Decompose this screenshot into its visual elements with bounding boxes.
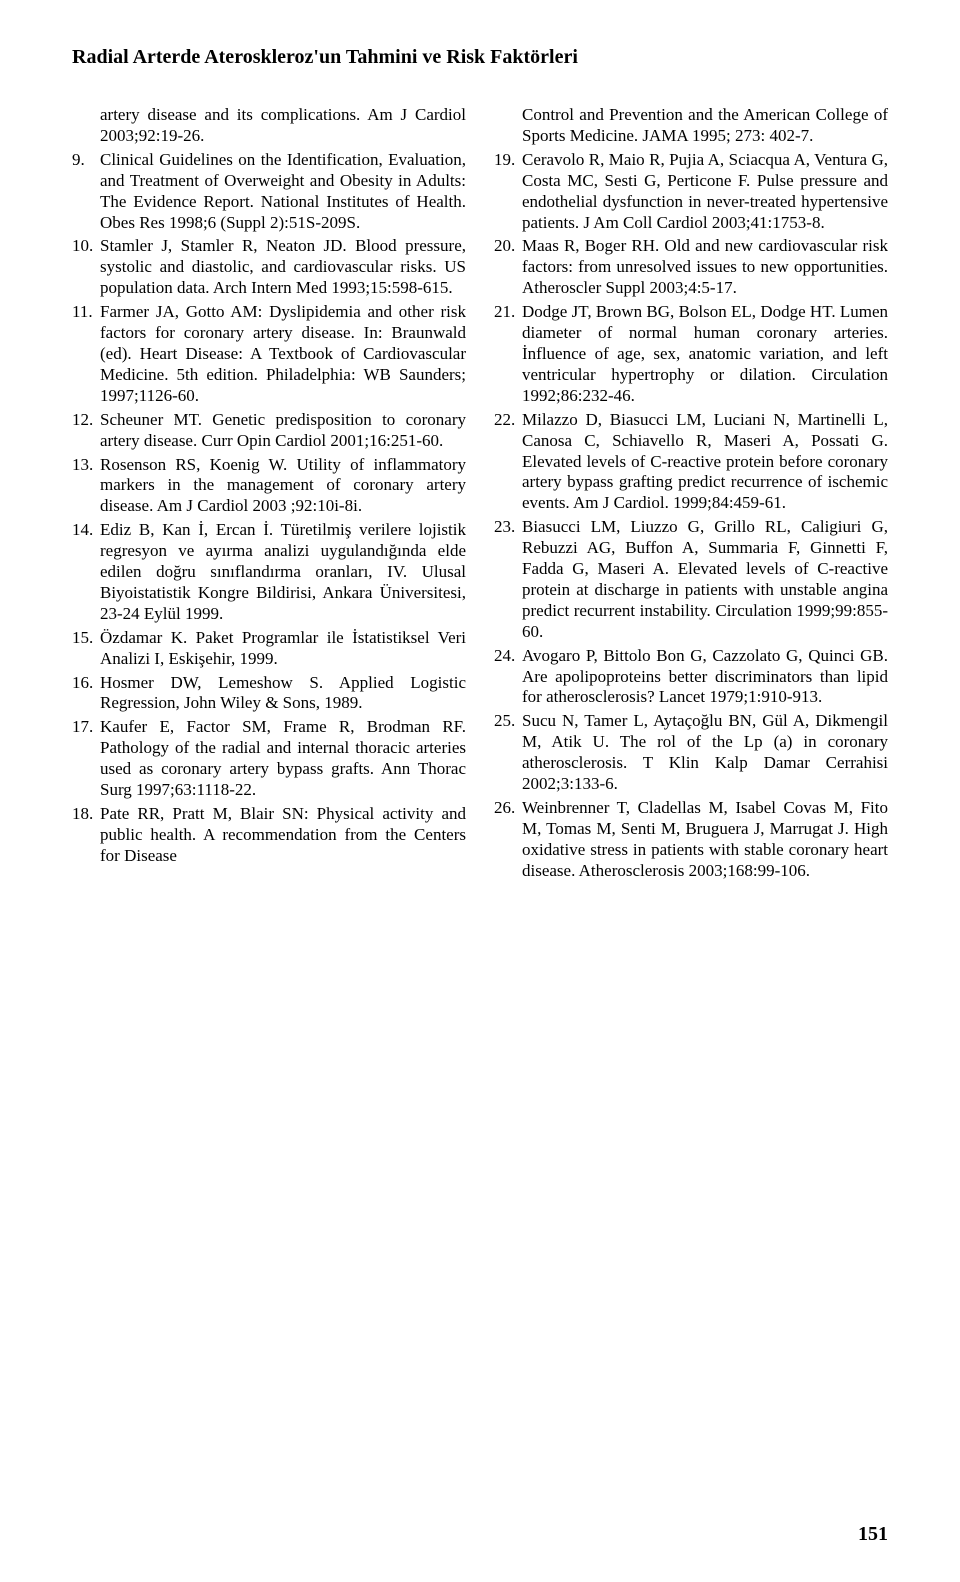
page-number: 151 <box>858 1523 888 1546</box>
ref-number: 24. <box>494 646 522 709</box>
page-title: Radial Arterde Ateroskleroz'un Tahmini v… <box>72 46 888 69</box>
ref-text: Stamler J, Stamler R, Neaton JD. Blood p… <box>100 236 466 299</box>
ref-text: Clinical Guidelines on the Identificatio… <box>100 150 466 234</box>
ref-text: Maas R, Boger RH. Old and new cardiovasc… <box>522 236 888 299</box>
ref-number: 16. <box>72 673 100 715</box>
ref-number: 14. <box>72 520 100 625</box>
ref-24: 24. Avogaro P, Bittolo Bon G, Cazzolato … <box>494 646 888 709</box>
ref-number: 13. <box>72 455 100 518</box>
ref-number: 19. <box>494 150 522 234</box>
ref-number: 12. <box>72 410 100 452</box>
ref-number: 17. <box>72 717 100 801</box>
left-column: artery disease and its complications. Am… <box>72 105 466 885</box>
ref-text: Pate RR, Pratt M, Blair SN: Physical act… <box>100 804 466 867</box>
right-column: Control and Prevention and the American … <box>494 105 888 885</box>
ref-text: Weinbrenner T, Cladellas M, Isabel Covas… <box>522 798 888 882</box>
ref-number: 15. <box>72 628 100 670</box>
ref-text: Kaufer E, Factor SM, Frame R, Brodman RF… <box>100 717 466 801</box>
ref-text: Farmer JA, Gotto AM: Dyslipidemia and ot… <box>100 302 466 407</box>
ref-22: 22. Milazzo D, Biasucci LM, Luciani N, M… <box>494 410 888 515</box>
ref-19: 19. Ceravolo R, Maio R, Pujia A, Sciacqu… <box>494 150 888 234</box>
ref-text: Hosmer DW, Lemeshow S. Applied Logistic … <box>100 673 466 715</box>
ref-number: 10. <box>72 236 100 299</box>
ref-number: 25. <box>494 711 522 795</box>
ref-number: 18. <box>72 804 100 867</box>
ref-text: Ediz B, Kan İ, Ercan İ. Türetilmiş veril… <box>100 520 466 625</box>
ref-16: 16. Hosmer DW, Lemeshow S. Applied Logis… <box>72 673 466 715</box>
ref-21: 21. Dodge JT, Brown BG, Bolson EL, Dodge… <box>494 302 888 407</box>
ref-continuation-18: Control and Prevention and the American … <box>494 105 888 147</box>
ref-number: 23. <box>494 517 522 642</box>
ref-13: 13. Rosenson RS, Koenig W. Utility of in… <box>72 455 466 518</box>
ref-text: Milazzo D, Biasucci LM, Luciani N, Marti… <box>522 410 888 515</box>
ref-text: Özdamar K. Paket Programlar ile İstatist… <box>100 628 466 670</box>
ref-25: 25. Sucu N, Tamer L, Aytaçoğlu BN, Gül A… <box>494 711 888 795</box>
ref-text: Sucu N, Tamer L, Aytaçoğlu BN, Gül A, Di… <box>522 711 888 795</box>
ref-continuation-8: artery disease and its complications. Am… <box>72 105 466 147</box>
ref-26: 26. Weinbrenner T, Cladellas M, Isabel C… <box>494 798 888 882</box>
ref-12: 12. Scheuner MT. Genetic predisposition … <box>72 410 466 452</box>
ref-11: 11. Farmer JA, Gotto AM: Dyslipidemia an… <box>72 302 466 407</box>
ref-20: 20. Maas R, Boger RH. Old and new cardio… <box>494 236 888 299</box>
ref-number: 22. <box>494 410 522 515</box>
ref-text: Rosenson RS, Koenig W. Utility of inflam… <box>100 455 466 518</box>
ref-17: 17. Kaufer E, Factor SM, Frame R, Brodma… <box>72 717 466 801</box>
ref-text: Biasucci LM, Liuzzo G, Grillo RL, Caligi… <box>522 517 888 642</box>
ref-number: 11. <box>72 302 100 407</box>
ref-number: 21. <box>494 302 522 407</box>
ref-number: 26. <box>494 798 522 882</box>
ref-text: Scheuner MT. Genetic predisposition to c… <box>100 410 466 452</box>
ref-text: Ceravolo R, Maio R, Pujia A, Sciacqua A,… <box>522 150 888 234</box>
ref-number: 20. <box>494 236 522 299</box>
ref-9: 9. Clinical Guidelines on the Identifica… <box>72 150 466 234</box>
ref-23: 23. Biasucci LM, Liuzzo G, Grillo RL, Ca… <box>494 517 888 642</box>
ref-10: 10. Stamler J, Stamler R, Neaton JD. Blo… <box>72 236 466 299</box>
reference-columns: artery disease and its complications. Am… <box>72 105 888 885</box>
ref-number: 9. <box>72 150 100 234</box>
ref-14: 14. Ediz B, Kan İ, Ercan İ. Türetilmiş v… <box>72 520 466 625</box>
ref-text: Dodge JT, Brown BG, Bolson EL, Dodge HT.… <box>522 302 888 407</box>
ref-15: 15. Özdamar K. Paket Programlar ile İsta… <box>72 628 466 670</box>
ref-text: Avogaro P, Bittolo Bon G, Cazzolato G, Q… <box>522 646 888 709</box>
ref-18: 18. Pate RR, Pratt M, Blair SN: Physical… <box>72 804 466 867</box>
